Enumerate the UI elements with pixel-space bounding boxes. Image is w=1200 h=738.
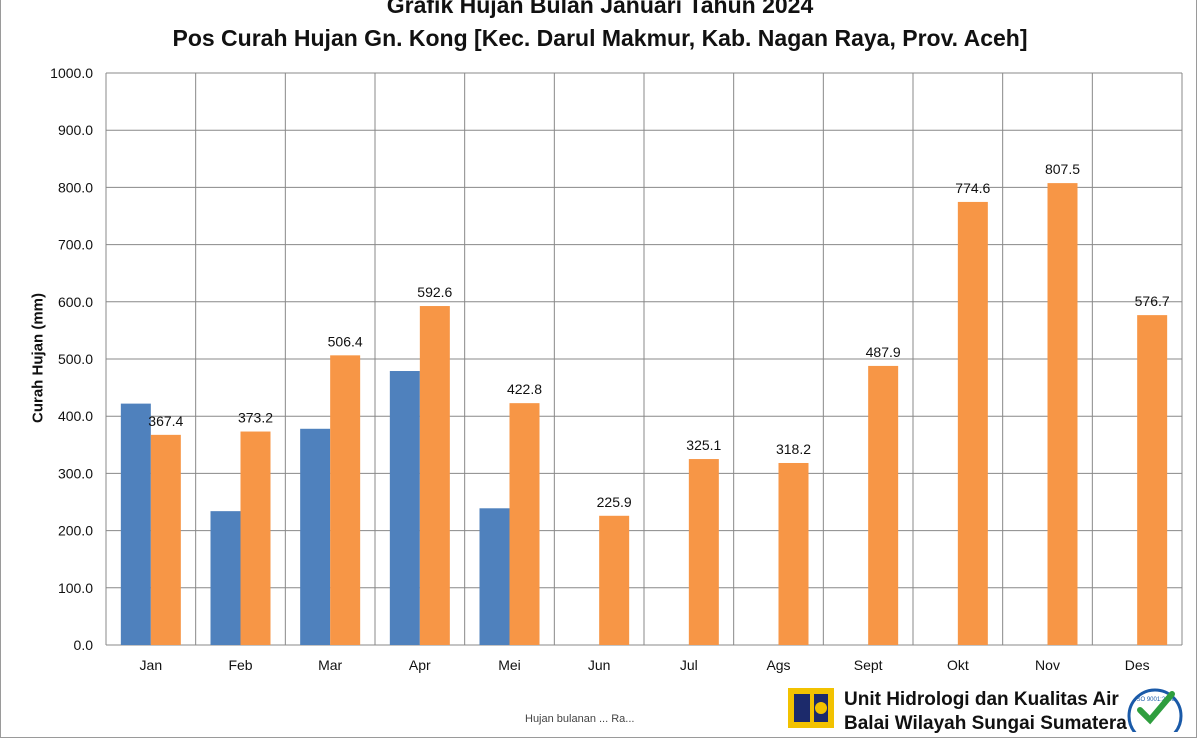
bar [330,355,361,645]
data-label: 367.4 [148,413,183,429]
y-tick-label: 700.0 [58,237,93,253]
data-label: 774.6 [955,180,990,196]
data-label: 318.2 [776,441,811,457]
x-tick-label: Sept [854,657,883,673]
x-tick-label: Des [1125,657,1150,673]
bar [688,459,719,645]
organization-unit: Balai Wilayah Sungai Sumatera I [844,713,1138,734]
chart-title: Grafik Hujan Bulan Januari Tahun 2024 [386,0,814,18]
x-tick-label: Apr [409,657,431,673]
x-tick-label: Mei [498,657,521,673]
y-tick-label: 1000.0 [50,65,93,81]
organization-footer: Unit Hidrologi dan Kualitas Air Balai Wi… [788,686,1200,734]
bar [120,403,151,645]
y-tick-label: 200.0 [58,523,93,539]
organization-name: Unit Hidrologi dan Kualitas Air [844,689,1119,710]
data-label: 807.5 [1045,161,1080,177]
y-axis-label: Curah Hujan (mm) [29,292,47,424]
pu-logo-icon [788,688,834,728]
y-tick-label: 800.0 [58,179,93,195]
iso-certification-icon: ISO 9001:2008 [1127,688,1183,732]
bar [509,403,540,645]
bar-chart: 0.0 100.0 200.0 300.0 400.0 500.0 600.0 700.0 80… [50,65,1183,673]
bar [957,201,988,645]
x-tick-label: Jul [680,657,698,673]
y-tick-label: 100.0 [58,580,93,596]
y-tick-label: 600.0 [58,294,93,310]
bar [210,511,241,645]
data-label: 422.8 [507,381,542,397]
bar [599,515,630,645]
x-tick-label: Nov [1035,657,1060,673]
bar [479,508,510,645]
x-tick-label: Jun [588,657,611,673]
data-label: 487.9 [866,344,901,360]
bar [778,462,809,645]
bar [150,434,181,645]
bar [1047,183,1078,646]
y-tick-label: 500.0 [58,351,93,367]
data-label: 373.2 [238,410,273,426]
x-tick-label: Mar [318,657,342,673]
y-tick-label: 0.0 [74,637,94,653]
x-tick-label: Jan [140,657,163,673]
x-tick-label: Feb [228,657,252,673]
data-label: 592.6 [417,284,452,300]
bar [868,365,899,645]
bar [240,431,271,645]
y-tick-label: 300.0 [58,465,93,481]
y-tick-label: 400.0 [58,408,93,424]
iso-text: ISO 9001:2008 [1135,697,1176,703]
x-tick-label: Okt [947,657,969,673]
data-label: 506.4 [328,333,363,349]
data-label: 325.1 [686,437,721,453]
data-label: 576.7 [1135,293,1170,309]
x-tick-label: Ags [766,657,790,673]
chart-subtitle: Pos Curah Hujan Gn. Kong [Kec. Darul Mak… [172,25,1028,51]
y-tick-label: 900.0 [58,122,93,138]
bar [419,306,450,645]
legend-fragment: Hujan bulanan ... Ra... [525,713,635,725]
bar [1137,315,1168,645]
bar [300,428,331,645]
bar [389,371,420,645]
data-label: 225.9 [597,494,632,510]
